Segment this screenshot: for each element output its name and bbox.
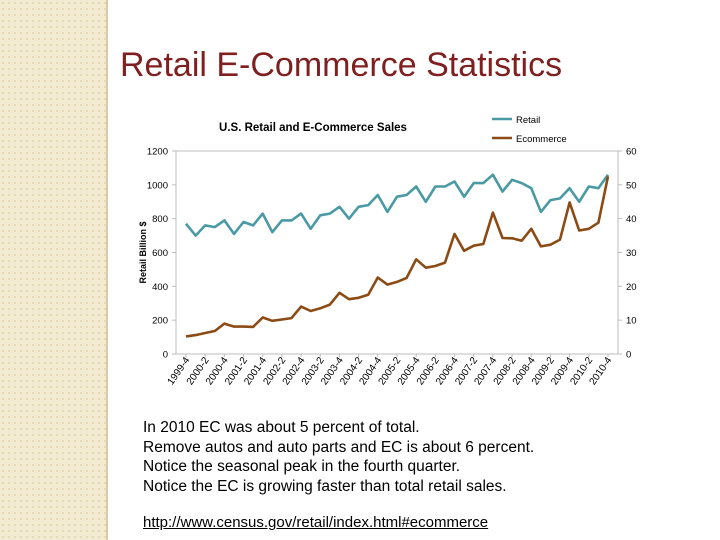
y-tick-label: 600 (152, 248, 168, 259)
y-tick-label: 800 (152, 214, 168, 225)
y-axis-label: Retail Billion $ (138, 221, 148, 283)
decorative-side-band (0, 0, 106, 540)
y2-tick-label: 50 (626, 180, 637, 191)
series-line-ecommerce (185, 176, 610, 338)
plot-frame (175, 150, 619, 355)
y2-tick-label: 40 (626, 214, 637, 225)
slide-title: Retail E-Commerce Statistics (120, 46, 563, 84)
legend-label: Retail (516, 115, 540, 126)
y2-tick-label: 20 (626, 282, 637, 293)
y-tick-label: 0 (163, 350, 168, 361)
y-tick-label: 200 (152, 316, 168, 327)
legend-label: Ecommerce (516, 134, 567, 145)
series-line-retail (184, 173, 610, 237)
chart-title: U.S. Retail and E-Commerce Sales (219, 122, 407, 134)
decorative-side-line (106, 0, 108, 540)
note-line: Remove autos and auto parts and EC is ab… (143, 438, 535, 456)
y-tick-label: 1000 (147, 180, 168, 191)
census-link[interactable]: http://www.census.gov/retail/index.html#… (143, 514, 489, 531)
notes: In 2010 EC was about 5 percent of total.… (143, 418, 534, 496)
y2-tick-label: 0 (626, 350, 631, 361)
y-tick-label: 400 (152, 282, 168, 293)
y2-tick-label: 60 (626, 147, 637, 158)
note-line: Notice the seasonal peak in the fourth q… (143, 458, 461, 475)
y-tick-label: 1200 (147, 147, 168, 158)
y2-tick-label: 30 (626, 248, 637, 259)
y2-tick-label: 10 (626, 316, 637, 327)
note-line: In 2010 EC was about 5 percent of total. (143, 419, 420, 436)
sales-line-chart: U.S. Retail and E-Commerce Sales02004006… (138, 115, 637, 387)
note-line: Notice the EC is growing faster than tot… (143, 477, 507, 495)
